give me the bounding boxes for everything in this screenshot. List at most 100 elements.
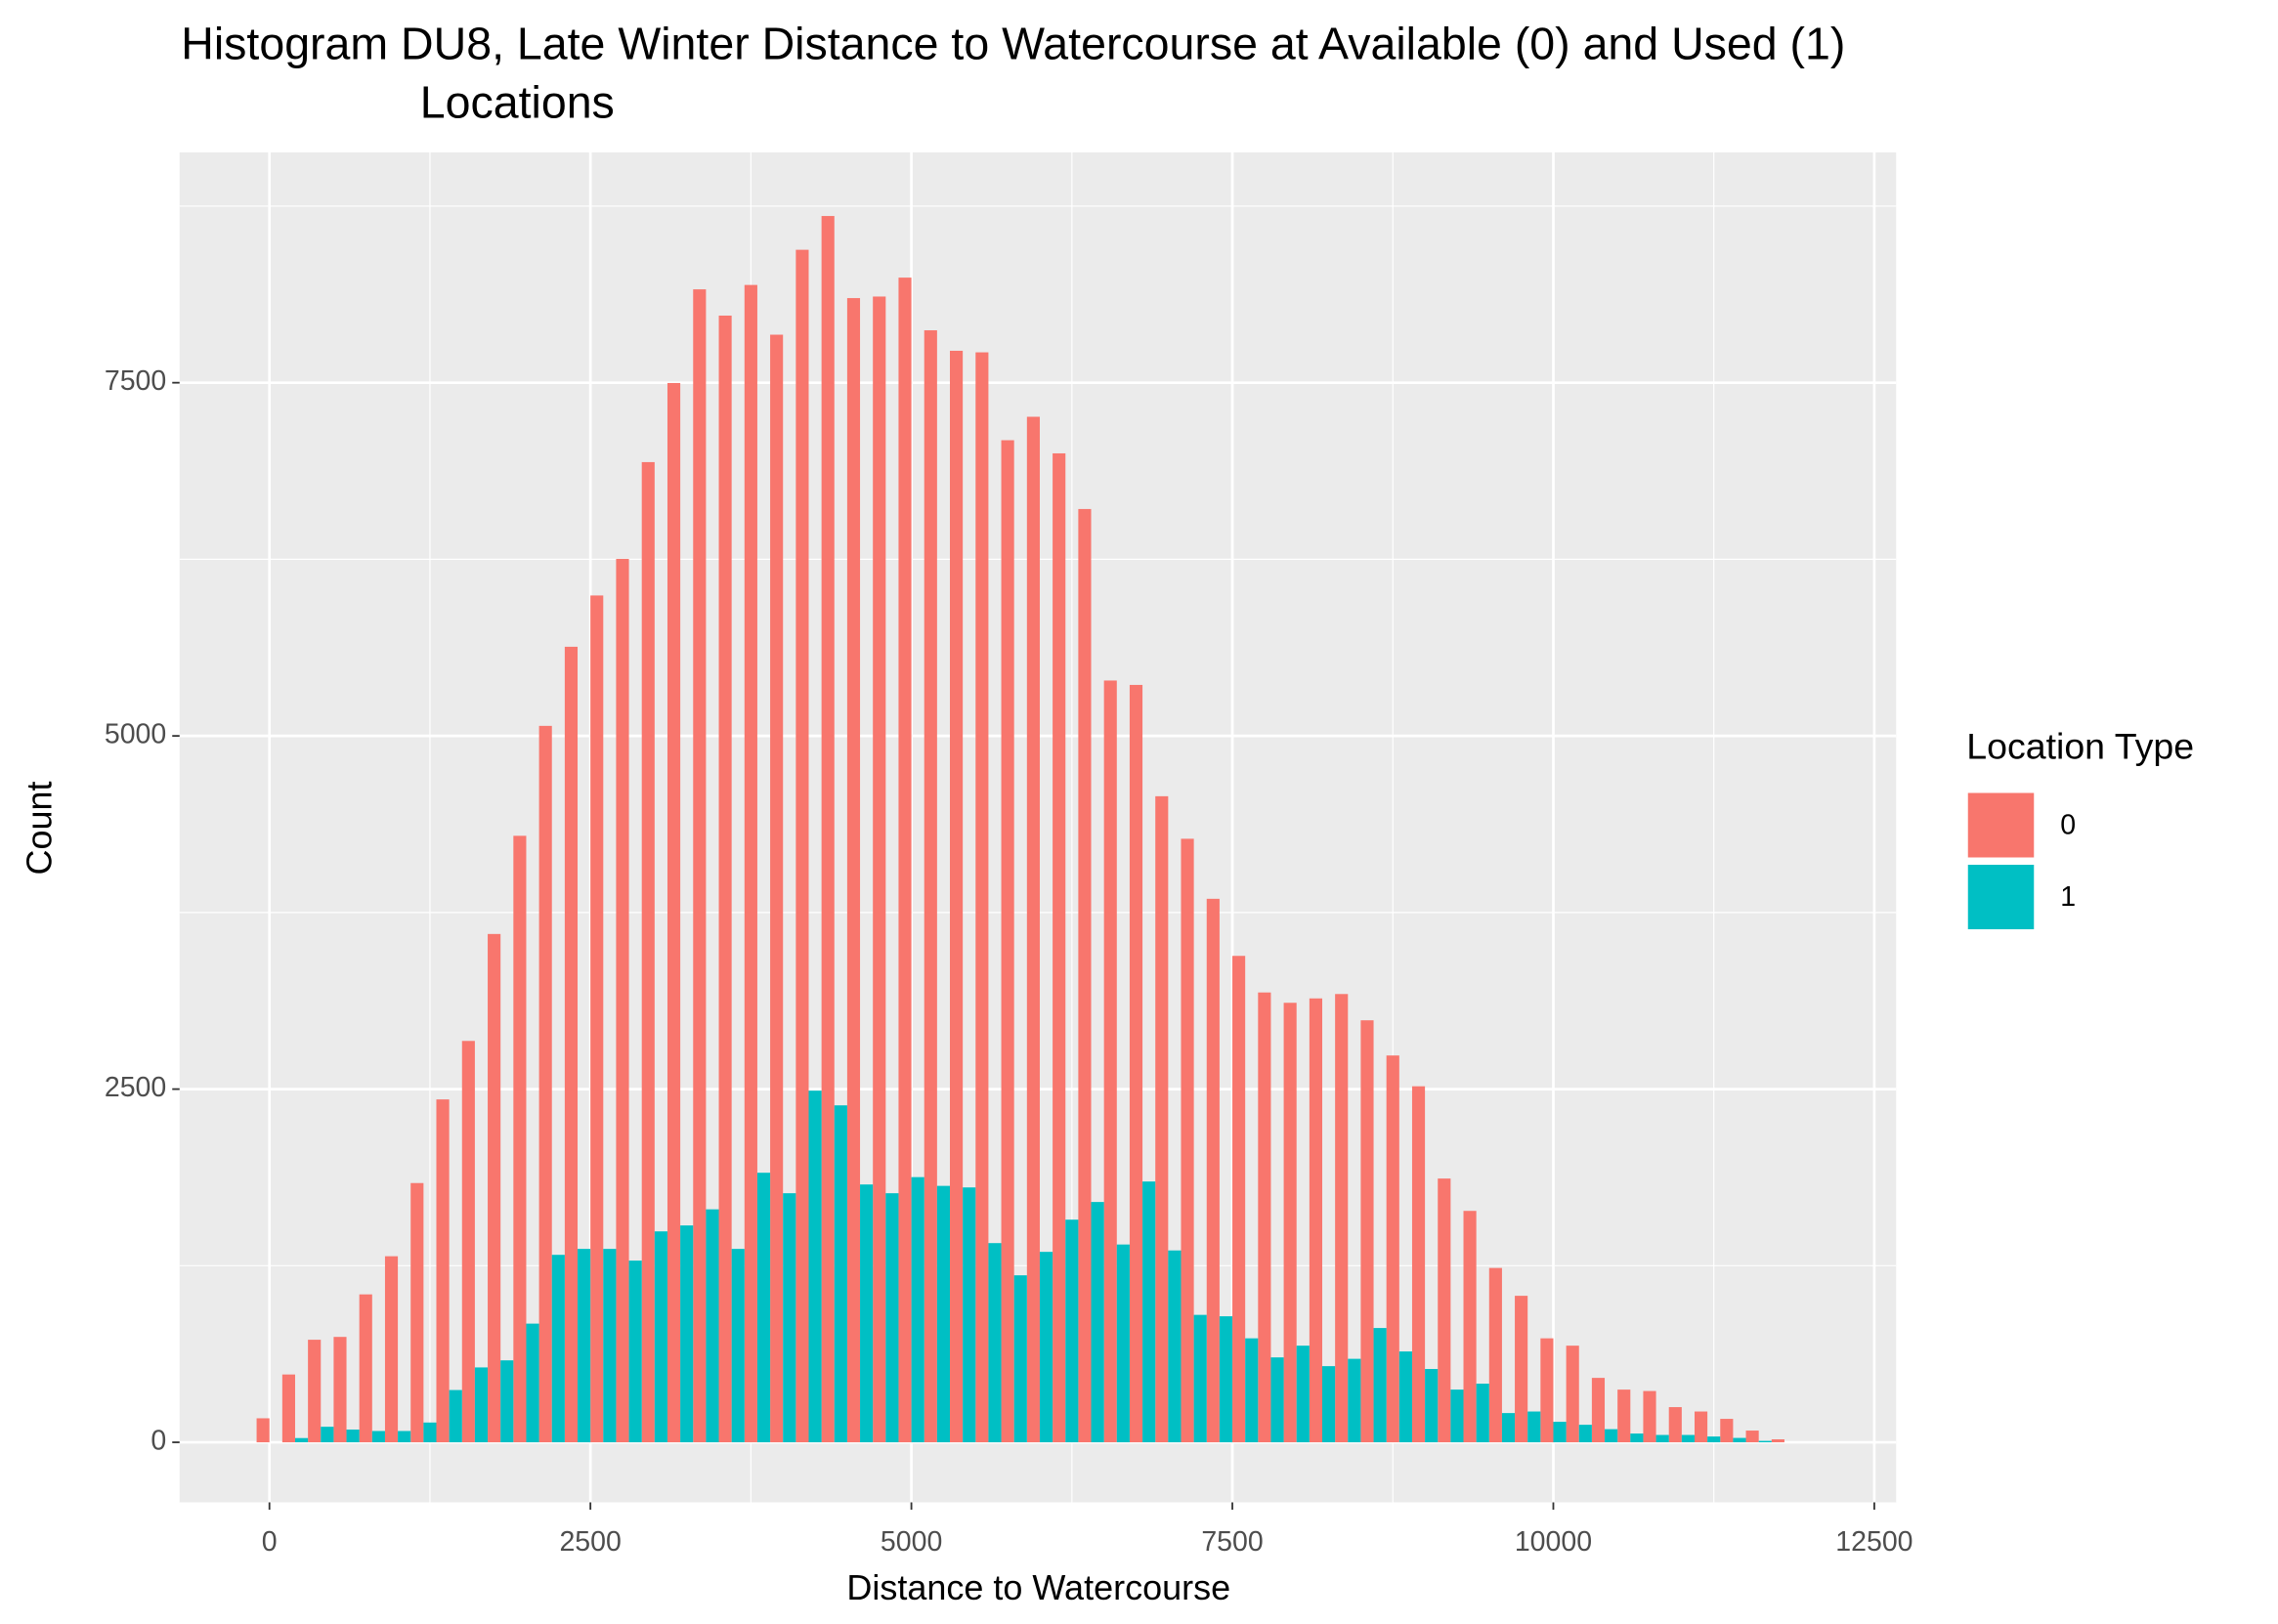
bar — [770, 334, 784, 1443]
bar — [1026, 416, 1040, 1443]
bar — [1116, 1244, 1130, 1443]
bar — [898, 278, 912, 1443]
bar — [1425, 1369, 1439, 1443]
x-axis-label: Distance to Watercourse — [846, 1567, 1230, 1607]
bar — [1707, 1436, 1721, 1443]
x-tick-label: 12500 — [1835, 1526, 1913, 1558]
bar — [1053, 452, 1066, 1443]
bar — [1605, 1429, 1618, 1443]
bar — [1348, 1358, 1361, 1443]
bar — [924, 330, 937, 1443]
chart-title: Histogram DU8, Late Winter Distance to W… — [181, 18, 1845, 68]
bar — [1476, 1384, 1489, 1443]
bar — [1668, 1407, 1682, 1443]
bar — [1039, 1252, 1053, 1443]
bar — [1193, 1314, 1207, 1443]
bar — [1335, 994, 1349, 1443]
bar — [731, 1249, 745, 1443]
bar — [808, 1090, 822, 1443]
bar — [1463, 1211, 1477, 1443]
bar — [1245, 1338, 1259, 1443]
bar — [975, 352, 989, 1443]
bar — [346, 1430, 360, 1443]
bar — [333, 1337, 347, 1443]
bar — [308, 1340, 322, 1443]
legend-label: 1 — [2060, 881, 2076, 913]
bar — [616, 558, 629, 1443]
bar — [1630, 1433, 1644, 1443]
bar — [256, 1418, 270, 1443]
bar — [834, 1105, 847, 1443]
x-tick-label: 2500 — [559, 1526, 621, 1558]
bar — [936, 1185, 951, 1443]
bar — [1360, 1020, 1374, 1443]
bar — [1155, 795, 1169, 1443]
bar — [1283, 1003, 1297, 1443]
bar — [1013, 1275, 1027, 1443]
bar — [693, 289, 707, 1443]
bar — [821, 216, 835, 1443]
bar — [1411, 1086, 1426, 1443]
bar — [1398, 1351, 1412, 1443]
bar — [1501, 1413, 1516, 1443]
bar — [860, 1184, 874, 1443]
bar — [1643, 1390, 1656, 1443]
bar — [513, 835, 527, 1443]
bar — [846, 298, 861, 1443]
bar — [578, 1249, 591, 1443]
bar — [1321, 1366, 1336, 1443]
bar — [1181, 838, 1194, 1443]
bar — [1655, 1434, 1669, 1443]
bar — [1488, 1267, 1502, 1443]
bar — [1309, 998, 1322, 1443]
bar — [474, 1367, 489, 1443]
bar — [436, 1099, 450, 1443]
bar — [461, 1041, 475, 1443]
bar — [1373, 1328, 1387, 1443]
bar — [795, 249, 809, 1443]
bar — [1296, 1346, 1310, 1443]
bar — [1450, 1389, 1464, 1443]
bar — [564, 646, 579, 1443]
bar — [1745, 1431, 1759, 1443]
bar — [706, 1209, 719, 1443]
x-tick-label: 7500 — [1201, 1526, 1263, 1558]
bar — [1527, 1411, 1541, 1443]
legend-key — [1967, 792, 2035, 858]
chart-title: Locations — [420, 76, 615, 127]
bar — [1103, 680, 1117, 1443]
y-axis-label: Count — [19, 781, 59, 875]
bar — [423, 1422, 437, 1443]
bar — [488, 933, 501, 1443]
bar — [641, 461, 655, 1443]
legend-key — [1967, 865, 2035, 929]
bar — [1091, 1202, 1104, 1443]
bar — [1733, 1437, 1746, 1443]
bar — [1232, 956, 1246, 1443]
bar — [1001, 440, 1014, 1443]
bar — [603, 1249, 617, 1443]
bar — [885, 1193, 899, 1443]
bar — [1386, 1055, 1399, 1443]
bar — [359, 1294, 372, 1443]
bar — [1566, 1346, 1579, 1443]
bar — [281, 1374, 295, 1443]
bar — [680, 1225, 694, 1443]
bar — [590, 595, 604, 1443]
bar — [718, 315, 732, 1443]
bar — [384, 1256, 399, 1443]
legend-label: 0 — [2060, 810, 2076, 841]
bar — [538, 725, 552, 1443]
legend-title: Location Type — [1966, 725, 2194, 766]
bar — [1591, 1378, 1606, 1443]
bar — [744, 284, 757, 1443]
bar — [1515, 1296, 1528, 1443]
bar — [1720, 1419, 1734, 1443]
bar — [666, 382, 681, 1443]
bar — [1771, 1439, 1784, 1443]
bar — [1694, 1411, 1708, 1443]
bar — [1617, 1389, 1631, 1443]
bar — [873, 296, 886, 1443]
y-tick-label: 7500 — [105, 365, 166, 397]
